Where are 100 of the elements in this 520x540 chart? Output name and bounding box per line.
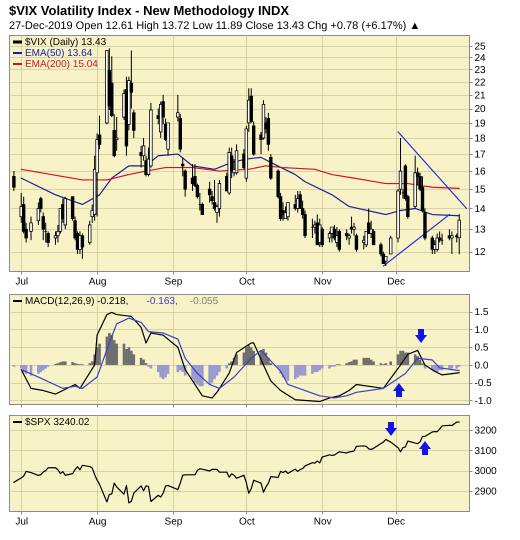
bar — [286, 364, 290, 381]
bar — [450, 364, 454, 369]
bar — [348, 362, 350, 365]
bar — [40, 364, 42, 372]
x-tick-label: Sep — [164, 516, 183, 528]
x-tick-label: Dec — [387, 516, 405, 528]
legend-label: $SPX 3240.02 — [25, 417, 90, 428]
bar — [64, 361, 67, 365]
bar — [355, 360, 358, 365]
bar — [142, 360, 145, 365]
series-label: -0.163, — [146, 296, 178, 307]
y-tick-label: 22 — [474, 77, 486, 88]
bar — [71, 362, 74, 365]
candlestick — [389, 235, 392, 255]
x-tick-label: Jul — [15, 516, 28, 528]
bar — [311, 364, 314, 374]
y-tick-label: 0.0 — [474, 360, 489, 372]
y-tick-label: 21 — [474, 90, 486, 102]
bar — [59, 362, 62, 365]
bar — [370, 360, 372, 365]
bar — [140, 358, 142, 365]
bar — [418, 360, 422, 365]
bar — [176, 364, 180, 372]
legend-label: EMA(50) 13.64 — [25, 48, 93, 59]
y-tick-label: 3000 — [474, 466, 498, 478]
x-tick-label: Sep — [164, 276, 183, 288]
y-tick-label: 12 — [474, 247, 486, 258]
x-tick-label: Aug — [88, 276, 106, 288]
legend-label: $VIX (Daily) 13.43 — [25, 37, 107, 48]
bar — [208, 364, 211, 384]
x-tick-label: Nov — [314, 516, 332, 528]
bar — [396, 354, 400, 365]
y-tick-label: 1.0 — [474, 324, 489, 336]
bar — [320, 364, 324, 369]
candlestick — [269, 154, 273, 180]
x-tick-label: Jul — [15, 276, 28, 288]
bar — [328, 364, 331, 369]
bar — [201, 364, 204, 386]
bar — [225, 364, 228, 369]
x-tick-label: Aug — [88, 516, 106, 528]
y-tick-label: 3100 — [474, 446, 498, 457]
candlestick — [458, 214, 461, 255]
y-tick-label: 19 — [474, 118, 486, 130]
candlestick — [208, 181, 212, 204]
bar — [130, 350, 133, 365]
bar — [235, 354, 238, 365]
bar — [455, 364, 458, 369]
candlestick — [80, 233, 84, 260]
candlestick — [344, 228, 348, 241]
bar — [44, 364, 47, 369]
text: -0.055 — [190, 296, 219, 307]
y-tick-label: 2900 — [474, 486, 498, 498]
bar — [198, 364, 202, 386]
chart-title: $VIX Volatility Index - New Methodology INDX — [9, 3, 290, 18]
x-tick-label: Oct — [239, 276, 255, 288]
chart-subtitle: 27-Dec-2019 Open 12.61 High 13.72 Low 11.89 Close 13.43 Chg +0.78 (+6.17%) ▲ — [9, 20, 420, 32]
y-tick-label: 25 — [474, 41, 486, 52]
x-tick-label: Oct — [239, 516, 255, 528]
bar — [98, 344, 101, 365]
bar — [218, 364, 221, 372]
y-tick-label: 20 — [474, 104, 486, 116]
bar — [304, 364, 306, 376]
candlestick — [450, 230, 454, 255]
y-tick-label: 1.5 — [474, 307, 489, 318]
bar — [213, 364, 216, 380]
y-tick-label: -1.0 — [474, 396, 492, 407]
bar — [132, 354, 136, 365]
bar — [389, 361, 392, 365]
bar — [37, 364, 40, 374]
candlestick — [12, 170, 16, 192]
candlestick — [347, 233, 351, 246]
x-tick-label: Nov — [314, 276, 332, 288]
y-tick-label: 24 — [474, 52, 486, 64]
bar — [178, 364, 182, 370]
bar — [42, 364, 45, 370]
bar — [216, 364, 218, 376]
y-tick-label: 15 — [474, 184, 486, 196]
bar — [20, 364, 23, 369]
y-tick-label: 14 — [474, 204, 486, 215]
bar — [150, 364, 152, 369]
bar — [362, 358, 366, 365]
y-tick-label: 0.5 — [474, 342, 489, 354]
bar — [448, 364, 451, 369]
y-tick-label: 13 — [474, 224, 486, 236]
y-tick-label: 16 — [474, 166, 486, 178]
y-tick-label: 23 — [474, 64, 486, 76]
line-series — [20, 153, 460, 216]
bar — [166, 364, 170, 374]
legend-label: MACD(12,26,9) -0.218, — [25, 296, 128, 307]
x-tick-label: Dec — [387, 276, 405, 288]
legend-label: EMA(200) 15.04 — [25, 59, 98, 70]
candlestick — [384, 256, 388, 267]
bar — [294, 364, 297, 380]
y-tick-label: 3200 — [474, 426, 498, 437]
bar — [115, 344, 118, 365]
bar — [159, 364, 162, 378]
y-tick-label: -0.5 — [474, 378, 492, 390]
bar — [122, 344, 126, 365]
y-tick-label: 18 — [474, 134, 486, 145]
bar — [318, 364, 322, 370]
